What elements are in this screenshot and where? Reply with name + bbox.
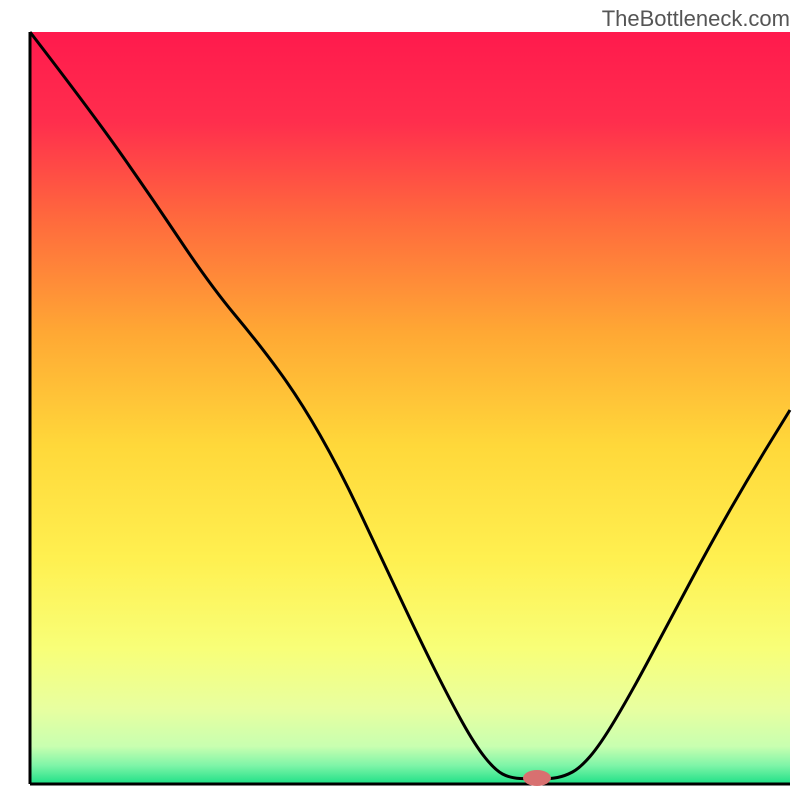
watermark-text: TheBottleneck.com <box>602 6 790 32</box>
chart-container: { "watermark": "TheBottleneck.com", "cha… <box>0 0 800 800</box>
optimal-marker <box>523 770 551 786</box>
plot-background <box>30 32 790 784</box>
bottleneck-chart <box>0 0 800 800</box>
